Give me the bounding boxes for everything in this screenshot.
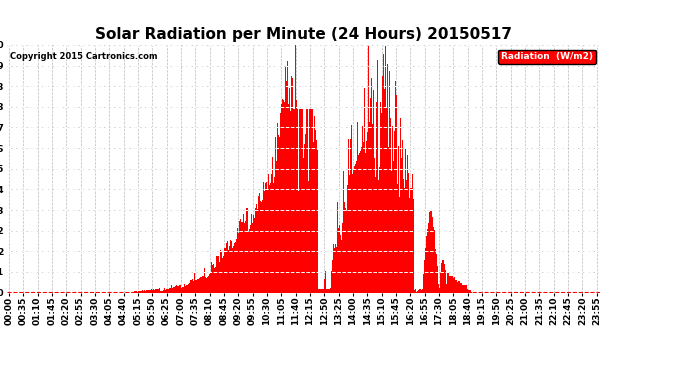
Title: Solar Radiation per Minute (24 Hours) 20150517: Solar Radiation per Minute (24 Hours) 20… bbox=[95, 27, 512, 42]
Legend: Radiation  (W/m2): Radiation (W/m2) bbox=[498, 50, 595, 64]
Text: Copyright 2015 Cartronics.com: Copyright 2015 Cartronics.com bbox=[10, 53, 157, 62]
